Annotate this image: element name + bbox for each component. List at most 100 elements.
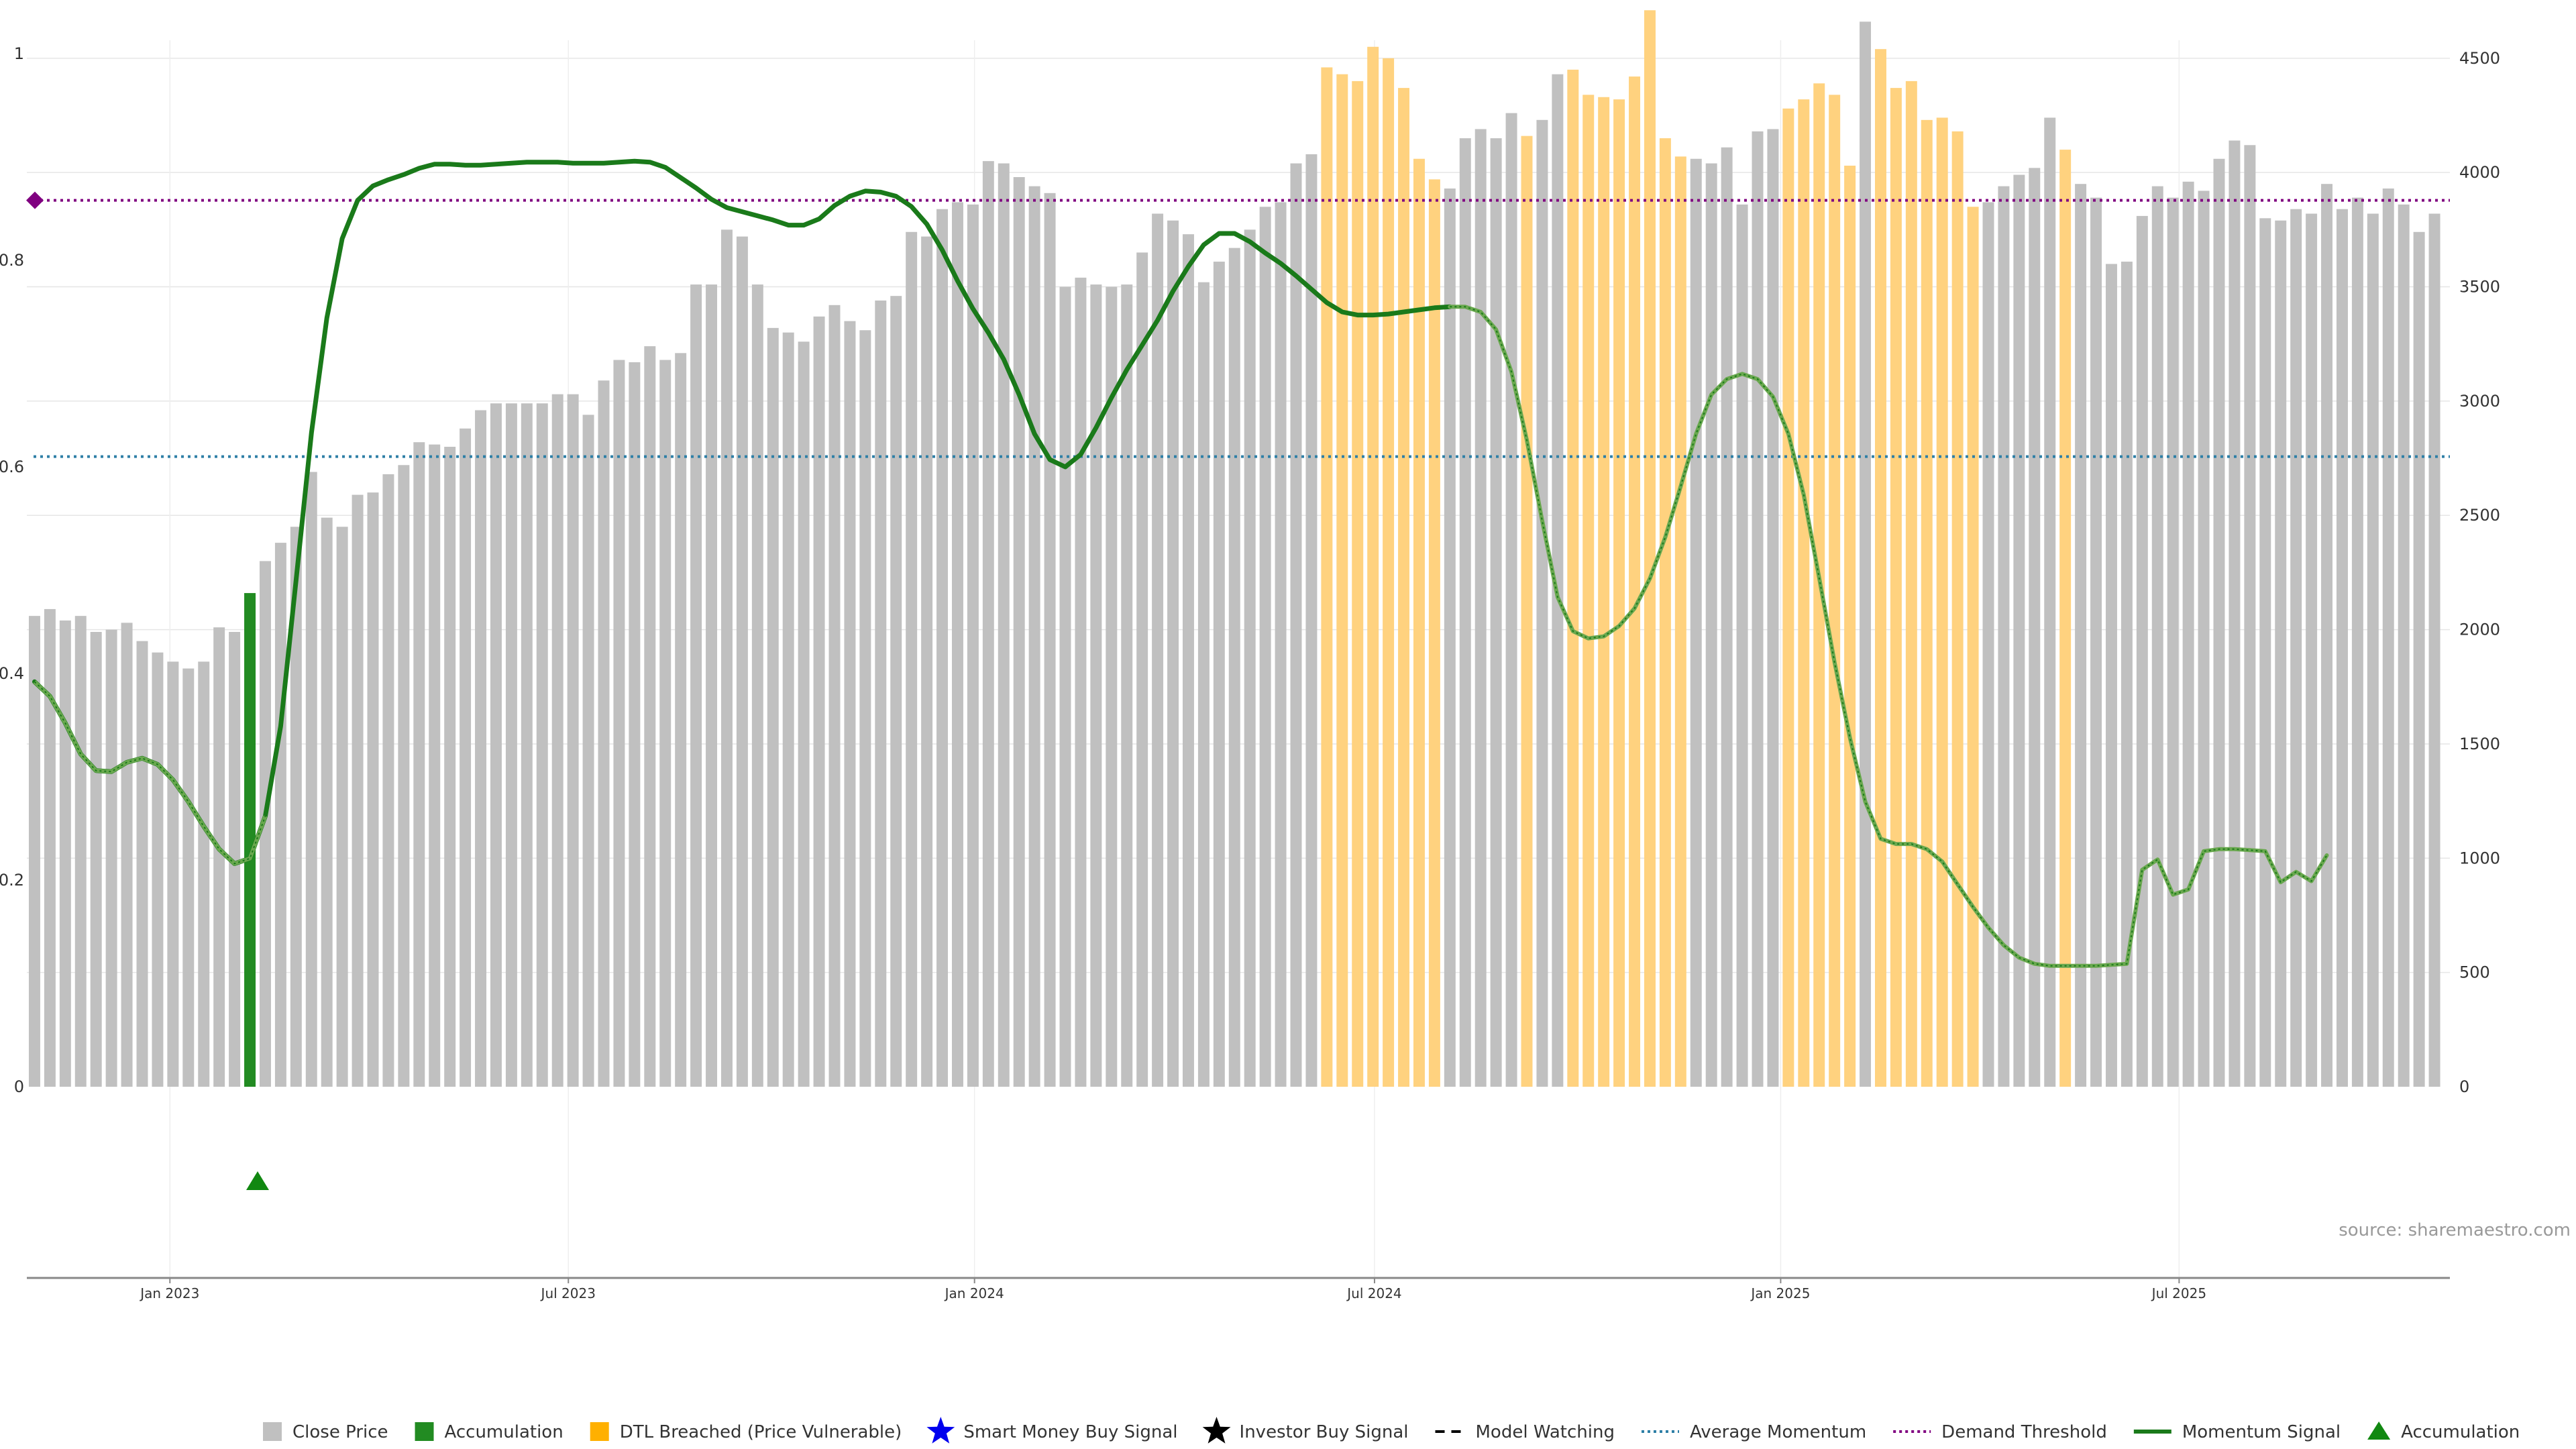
close-price-bar (706, 284, 718, 1087)
close-price-bar (629, 362, 641, 1087)
close-price-bar (2244, 145, 2256, 1087)
close-price-bar (951, 202, 963, 1087)
close-price-bar (290, 527, 302, 1087)
legend-symbol-square (590, 1422, 609, 1441)
legend-item: Close Price (263, 1422, 388, 1442)
close-price-bar (2105, 264, 2117, 1087)
right-tick-label: 2000 (2459, 621, 2500, 639)
close-price-bar (1767, 129, 1779, 1087)
left-tick-label: 0.6 (0, 458, 24, 476)
close-price-bar (551, 394, 564, 1087)
close-price-bar (1290, 163, 1302, 1087)
dtl-bar (1844, 165, 1856, 1087)
close-price-bar (2213, 158, 2225, 1087)
close-price-bar (613, 360, 625, 1087)
close-price-bar (1197, 282, 1210, 1087)
right-tick-label: 3000 (2459, 392, 2500, 411)
close-price-bar (229, 631, 241, 1087)
signal-markers (246, 1171, 269, 1190)
close-price-bar (1459, 138, 1471, 1087)
close-price-bar (136, 641, 148, 1087)
close-price-bar (198, 661, 210, 1087)
close-price-bar (460, 428, 472, 1087)
accumulation-bar (244, 593, 256, 1087)
price-bars (28, 10, 2440, 1087)
source-label: source: sharemaestro.com (2339, 1220, 2571, 1240)
left-tick-label: 0 (14, 1077, 24, 1096)
close-price-bar (751, 284, 763, 1087)
close-price-bar (828, 305, 841, 1087)
close-price-bar (105, 629, 117, 1087)
close-price-bar (305, 472, 317, 1087)
x-axis-ticks: Jan 2023 Jul 2023 Jan 2024 Jul 2024 Jan 2025… (139, 1278, 2206, 1301)
close-price-bar (429, 444, 441, 1087)
legend-item: Momentum Signal (2133, 1422, 2341, 1442)
dtl-bar (1921, 119, 1933, 1087)
legend-label: Smart Money Buy Signal (963, 1422, 1177, 1442)
close-price-bar (644, 346, 656, 1087)
close-price-bar (1505, 113, 1517, 1087)
dtl-bar (1567, 69, 1579, 1087)
close-price-bar (798, 341, 810, 1087)
close-price-bar (982, 161, 994, 1087)
close-price-bar (1752, 131, 1764, 1087)
close-price-bar (2136, 215, 2148, 1087)
close-price-bar (2013, 174, 2025, 1087)
close-price-bar (1167, 220, 1179, 1087)
close-price-bar (352, 494, 364, 1087)
close-price-bar (536, 403, 548, 1087)
dtl-bar (1336, 74, 1348, 1087)
dtl-bar (1398, 88, 1410, 1087)
close-price-bar (1136, 252, 1148, 1087)
legend-symbol-square (415, 1422, 434, 1441)
dtl-bar (1798, 99, 1810, 1087)
dtl-bar (1674, 156, 1686, 1087)
close-price-bar (720, 229, 733, 1087)
close-price-bar (2290, 209, 2302, 1087)
close-price-bar (28, 616, 40, 1087)
dtl-bar (1413, 158, 1425, 1087)
close-price-bar (998, 163, 1010, 1087)
close-price-bar (859, 330, 871, 1087)
close-price-bar (921, 236, 933, 1087)
close-price-bar (44, 608, 56, 1087)
right-tick-label: 4000 (2459, 163, 2500, 182)
close-price-bar (321, 517, 333, 1087)
right-tick-label: 500 (2459, 963, 2490, 982)
close-price-bar (1152, 213, 1164, 1087)
x-tick-label: Jul 2025 (2151, 1285, 2206, 1301)
legend-label: Demand Threshold (1941, 1422, 2107, 1442)
close-price-bar (1474, 129, 1487, 1087)
reference-lines (26, 191, 2450, 458)
close-price-bar (2044, 117, 2056, 1087)
close-price-bar (1228, 248, 1240, 1087)
right-tick-label: 1000 (2459, 849, 2500, 867)
close-price-bar (2367, 213, 2379, 1087)
x-tick-label: Jan 2024 (944, 1285, 1004, 1301)
legend-item: Accumulation (415, 1422, 564, 1442)
dtl-bar (1782, 108, 1794, 1087)
close-price-bar (1244, 229, 1256, 1087)
legend-symbol-star (1202, 1417, 1231, 1444)
close-price-bar (382, 474, 394, 1087)
accumulation-marker-triangle (246, 1171, 269, 1190)
close-price-bar (2075, 184, 2087, 1087)
close-price-bar (167, 661, 179, 1087)
dtl-bar (1905, 80, 1917, 1087)
close-price-bar (2121, 262, 2133, 1087)
legend-symbol-square (263, 1422, 282, 1441)
close-price-bar (1490, 138, 1502, 1087)
close-price-bar (2413, 231, 2425, 1087)
close-price-bar (906, 231, 918, 1087)
dtl-bar (2059, 150, 2072, 1087)
left-axis-ticks: 0 0.2 0.4 0.6 0.8 1 (0, 44, 24, 1096)
legend-label: DTL Breached (Price Vulnerable) (620, 1422, 902, 1442)
close-price-bar (2029, 168, 2041, 1087)
close-price-bar (2398, 204, 2410, 1087)
close-price-bar (1982, 202, 1994, 1087)
close-price-bar (2382, 189, 2394, 1087)
close-price-bar (413, 442, 425, 1087)
dtl-bar (1629, 76, 1641, 1087)
right-tick-label: 3500 (2459, 278, 2500, 297)
